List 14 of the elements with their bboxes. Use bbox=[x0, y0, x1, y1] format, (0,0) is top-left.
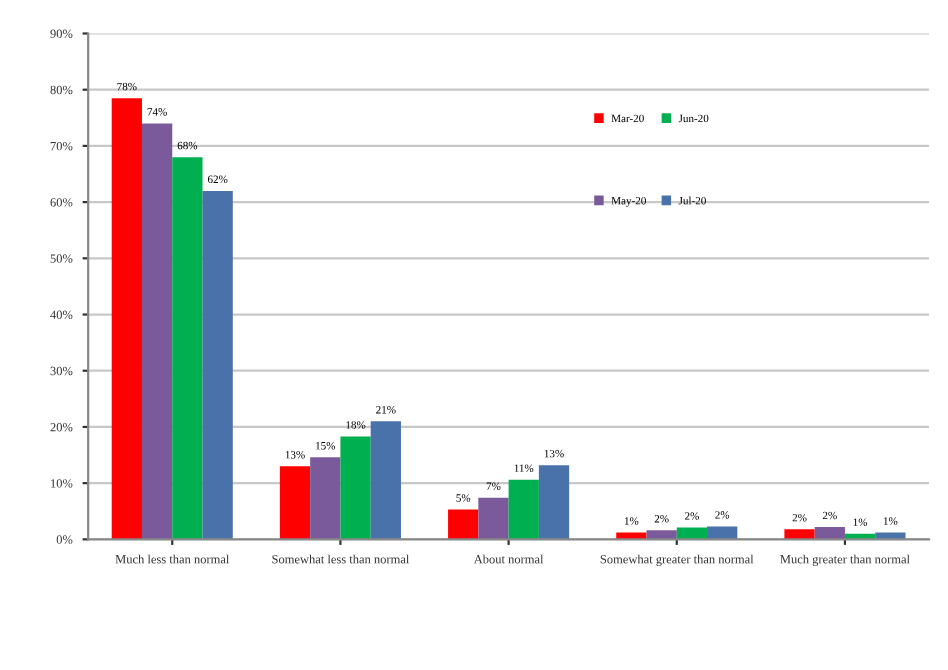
bar bbox=[370, 421, 401, 540]
bar bbox=[340, 436, 371, 540]
bar bbox=[538, 465, 570, 540]
bar bbox=[172, 157, 203, 540]
bar bbox=[279, 466, 311, 540]
bar bbox=[478, 497, 509, 540]
bar bbox=[784, 529, 815, 540]
bar bbox=[707, 526, 738, 540]
bar bbox=[310, 457, 341, 540]
bar bbox=[508, 479, 539, 540]
bar bbox=[111, 98, 142, 540]
bar bbox=[141, 123, 173, 540]
bar bbox=[202, 190, 233, 540]
bar bbox=[448, 509, 479, 540]
